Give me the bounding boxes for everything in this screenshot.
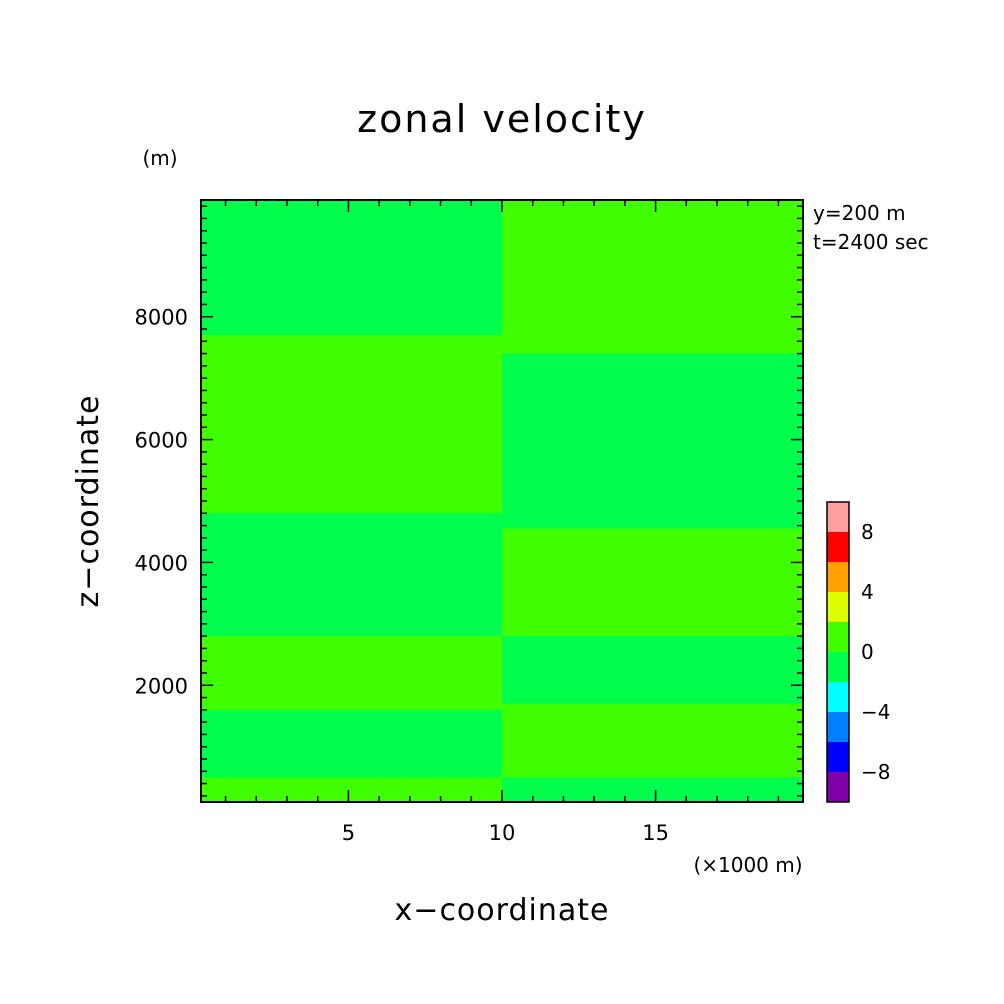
colorbar-border [826, 501, 850, 803]
x-axis-label: x−coordinate [395, 893, 610, 928]
contour-band-left-1 [201, 200, 502, 336]
axis-ticks: 5 10 15 2000 4000 6000 8000 [135, 200, 803, 845]
colorbar-segment-0 [827, 772, 849, 802]
y-tick-label-8000: 8000 [135, 306, 188, 330]
x-tick-label-15: 15 [642, 821, 669, 845]
colorbar-segment-6 [827, 592, 849, 622]
x-tick-label-5: 5 [342, 821, 355, 845]
contour-band-left-2 [201, 513, 502, 637]
colorbar-label-0: 0 [861, 640, 874, 664]
x-unit-label: (×1000 m) [693, 853, 802, 877]
colorbar-label--8: −8 [861, 760, 890, 784]
y-tick-label-6000: 6000 [135, 429, 188, 453]
colorbar-segment-5 [827, 622, 849, 652]
annotation-t: t=2400 sec [813, 230, 929, 254]
x-tick-label-10: 10 [489, 821, 516, 845]
colorbar-segment-1 [827, 742, 849, 772]
colorbar-segment-4 [827, 652, 849, 682]
y-unit-label: (m) [142, 146, 177, 170]
colorbar-label-8: 8 [861, 520, 874, 544]
y-tick-label-2000: 2000 [135, 674, 188, 698]
annotation-y: y=200 m [813, 201, 906, 225]
colorbar-segment-9 [827, 502, 849, 532]
y-axis-label: z−coordinate [71, 395, 106, 608]
contour-band-right-5 [502, 353, 803, 529]
colorbar-segment-7 [827, 562, 849, 592]
colorbar-label-4: 4 [861, 580, 874, 604]
contour-band-right-7 [502, 777, 803, 802]
colorbar-segment-3 [827, 682, 849, 712]
contour-band-right-6 [502, 636, 803, 704]
contour-bands [201, 200, 803, 802]
colorbar-segment-2 [827, 712, 849, 742]
colorbar-label--4: −4 [861, 700, 890, 724]
colorbar-segment-8 [827, 532, 849, 562]
y-tick-label-4000: 4000 [135, 551, 188, 575]
chart-title: zonal velocity [357, 97, 647, 141]
colorbar: 8 4 0 −4 −8 [826, 501, 890, 803]
contour-band-left-3 [201, 709, 502, 778]
